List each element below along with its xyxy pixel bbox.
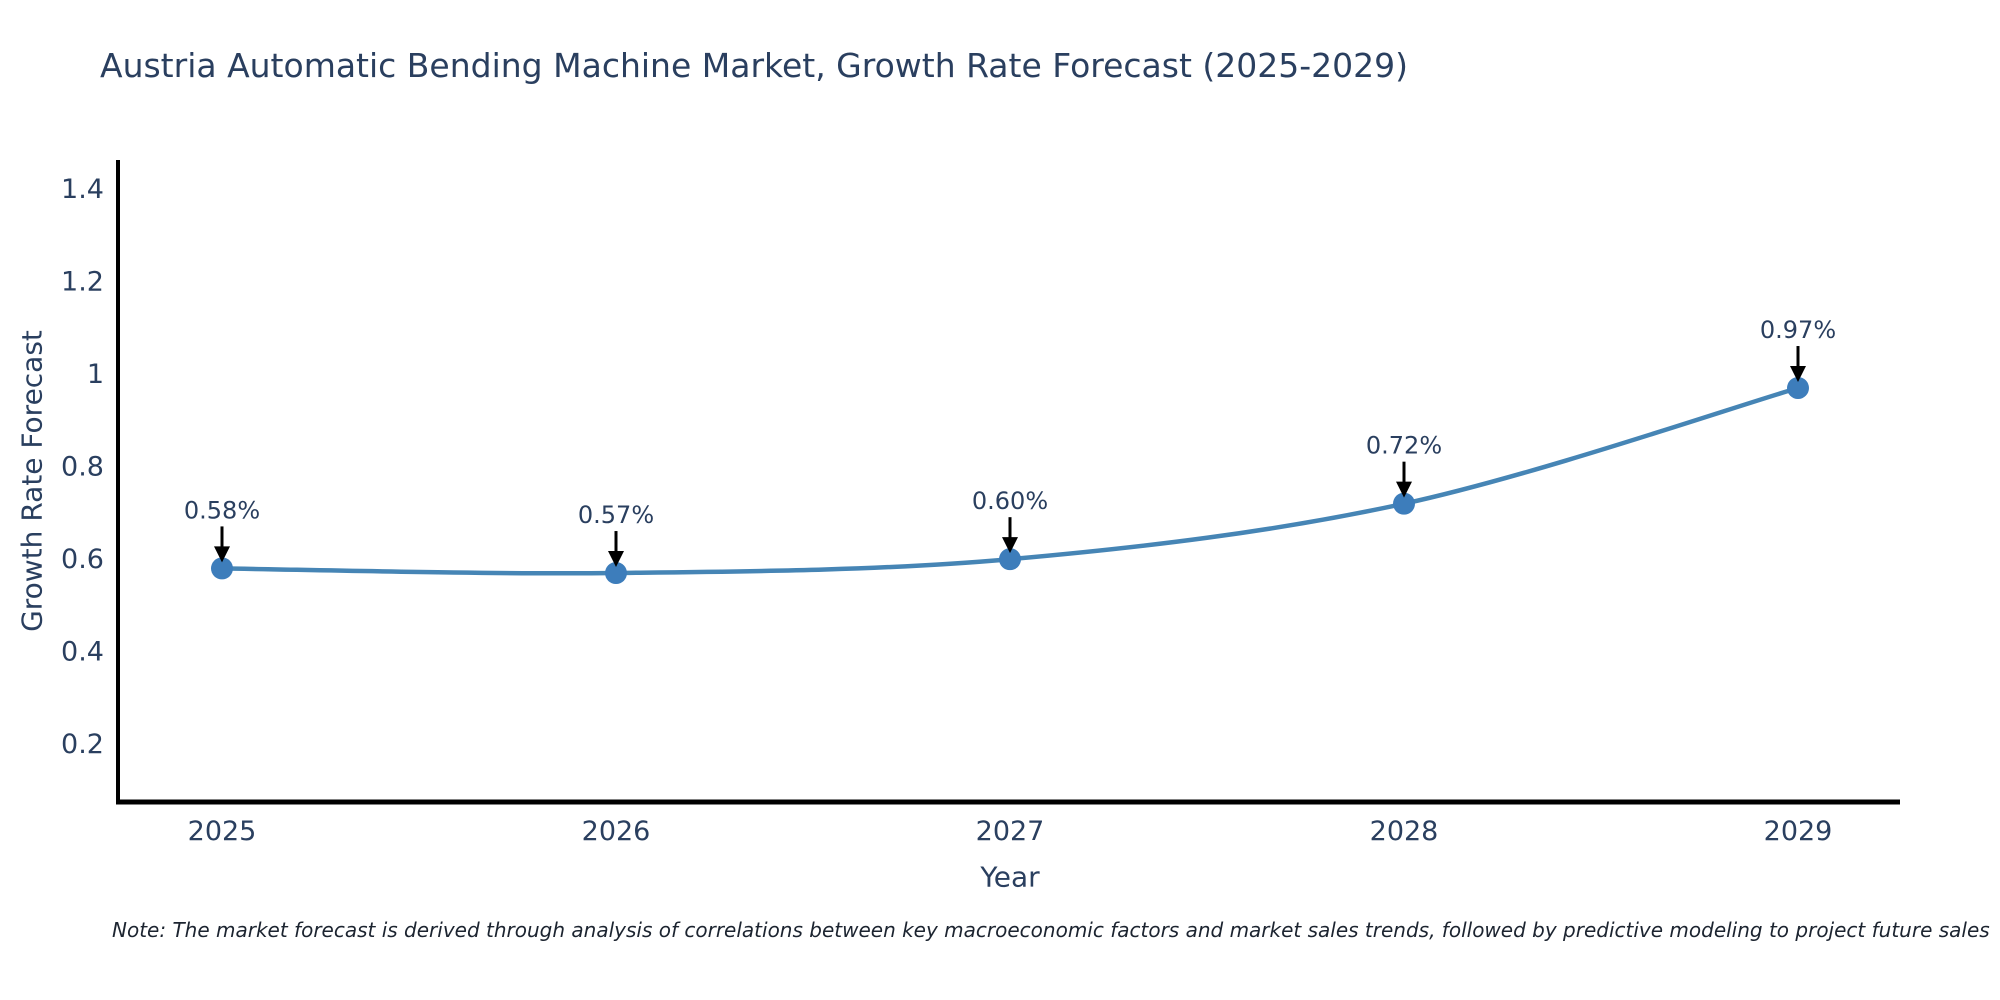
- data-point[interactable]: [605, 562, 627, 585]
- data-point[interactable]: [211, 557, 233, 580]
- data-point-label: 0.97%: [1760, 316, 1836, 344]
- annotation-arrowhead: [1790, 366, 1806, 383]
- data-point-label: 0.60%: [972, 487, 1048, 515]
- y-tick-label: 1: [87, 359, 104, 390]
- data-point[interactable]: [1393, 492, 1415, 515]
- x-tick-label: 2029: [1764, 816, 1833, 847]
- annotation-arrowhead: [608, 551, 624, 568]
- x-tick-label: 2028: [1370, 816, 1439, 847]
- annotation-arrowhead: [1002, 537, 1018, 554]
- footnote: Note: The market forecast is derived thr…: [112, 918, 1990, 942]
- data-point[interactable]: [999, 548, 1021, 571]
- chart-title: Austria Automatic Bending Machine Market…: [100, 46, 1409, 85]
- y-tick-label: 0.4: [61, 637, 104, 668]
- data-point-label: 0.72%: [1366, 432, 1442, 460]
- y-tick-label: 0.8: [61, 452, 104, 483]
- y-tick-label: 0.6: [61, 544, 104, 575]
- x-tick-label: 2025: [188, 816, 257, 847]
- y-tick-label: 1.4: [61, 174, 104, 205]
- annotation-arrowhead: [214, 546, 230, 563]
- y-tick-label: 0.2: [61, 729, 104, 760]
- y-tick-label: 1.2: [61, 267, 104, 298]
- data-point-label: 0.57%: [578, 501, 654, 529]
- annotation-arrowhead: [1396, 481, 1412, 498]
- data-point-label: 0.58%: [184, 496, 260, 524]
- x-tick-label: 2027: [976, 816, 1045, 847]
- x-axis-title: Year: [980, 860, 1040, 894]
- x-tick-label: 2026: [582, 816, 651, 847]
- data-point[interactable]: [1787, 377, 1809, 400]
